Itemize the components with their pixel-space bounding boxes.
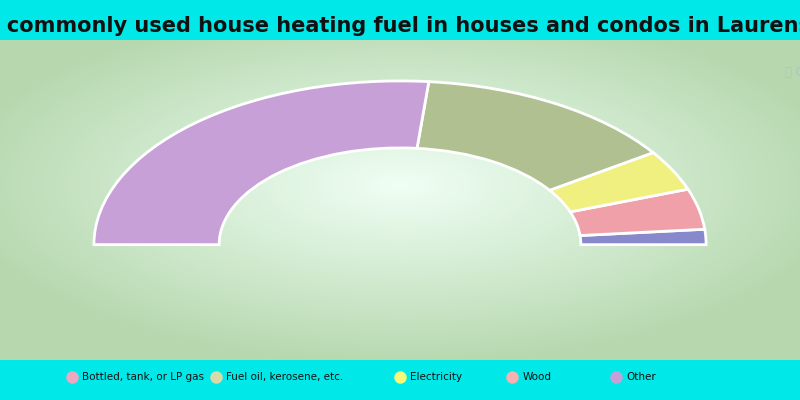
Text: Most commonly used house heating fuel in houses and condos in Laurens, NY: Most commonly used house heating fuel in… (0, 16, 800, 36)
Text: Fuel oil, kerosene, etc.: Fuel oil, kerosene, etc. (226, 372, 344, 382)
Text: Electricity: Electricity (410, 372, 462, 382)
Text: Wood: Wood (522, 372, 551, 382)
Wedge shape (570, 189, 705, 236)
Wedge shape (580, 229, 706, 245)
Wedge shape (94, 81, 429, 245)
Text: Ⓜ City-Data.com: Ⓜ City-Data.com (785, 66, 800, 78)
Text: Bottled, tank, or LP gas: Bottled, tank, or LP gas (82, 372, 204, 382)
Text: Other: Other (626, 372, 656, 382)
Wedge shape (417, 82, 653, 190)
Wedge shape (550, 153, 688, 212)
